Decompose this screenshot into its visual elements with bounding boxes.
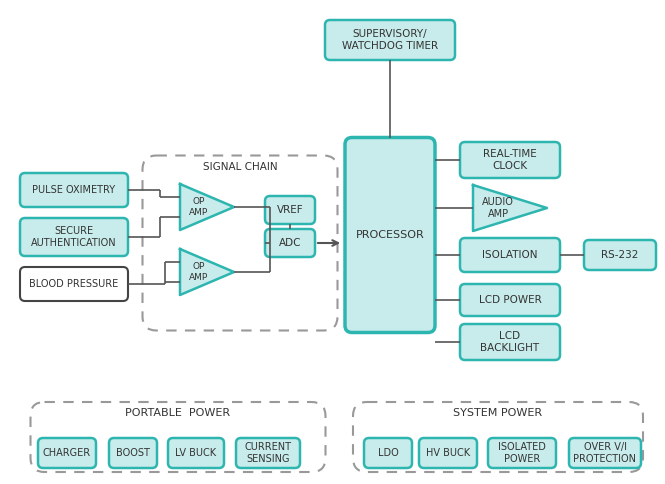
Text: CHARGER: CHARGER	[43, 448, 91, 458]
FancyBboxPatch shape	[265, 196, 315, 224]
Text: PULSE OXIMETRY: PULSE OXIMETRY	[33, 185, 116, 195]
Text: VREF: VREF	[277, 205, 303, 215]
Polygon shape	[473, 185, 547, 231]
Text: SECURE
AUTHENTICATION: SECURE AUTHENTICATION	[31, 226, 117, 248]
Text: LCD
BACKLIGHT: LCD BACKLIGHT	[480, 331, 539, 353]
Text: BLOOD PRESSURE: BLOOD PRESSURE	[29, 279, 118, 289]
Text: OVER V/I
PROTECTION: OVER V/I PROTECTION	[573, 442, 636, 464]
Text: OP
AMP: OP AMP	[190, 262, 209, 282]
FancyBboxPatch shape	[569, 438, 641, 468]
Text: REAL-TIME
CLOCK: REAL-TIME CLOCK	[483, 149, 537, 171]
Text: LDO: LDO	[378, 448, 398, 458]
FancyBboxPatch shape	[236, 438, 300, 468]
FancyBboxPatch shape	[460, 284, 560, 316]
FancyBboxPatch shape	[460, 142, 560, 178]
FancyBboxPatch shape	[345, 137, 435, 333]
FancyBboxPatch shape	[584, 240, 656, 270]
Text: ADC: ADC	[279, 238, 301, 248]
Text: LV BUCK: LV BUCK	[176, 448, 217, 458]
Text: PROCESSOR: PROCESSOR	[356, 230, 424, 240]
Text: SYSTEM POWER: SYSTEM POWER	[454, 408, 543, 418]
FancyBboxPatch shape	[38, 438, 96, 468]
Text: BOOST: BOOST	[116, 448, 150, 458]
FancyBboxPatch shape	[460, 238, 560, 272]
Polygon shape	[180, 184, 234, 230]
Text: CURRENT
SENSING: CURRENT SENSING	[245, 442, 291, 464]
FancyBboxPatch shape	[419, 438, 477, 468]
Text: ISOLATION: ISOLATION	[482, 250, 538, 260]
Text: PORTABLE  POWER: PORTABLE POWER	[126, 408, 231, 418]
FancyBboxPatch shape	[109, 438, 157, 468]
Text: AUDIO
AMP: AUDIO AMP	[482, 197, 514, 219]
Text: RS-232: RS-232	[601, 250, 638, 260]
Text: OP
AMP: OP AMP	[190, 197, 209, 217]
FancyBboxPatch shape	[325, 20, 455, 60]
FancyBboxPatch shape	[20, 218, 128, 256]
FancyBboxPatch shape	[364, 438, 412, 468]
FancyBboxPatch shape	[20, 173, 128, 207]
FancyBboxPatch shape	[265, 229, 315, 257]
FancyBboxPatch shape	[20, 267, 128, 301]
FancyBboxPatch shape	[460, 324, 560, 360]
Text: SIGNAL CHAIN: SIGNAL CHAIN	[203, 162, 277, 171]
Text: ISOLATED
POWER: ISOLATED POWER	[498, 442, 546, 464]
Text: SUPERVISORY/
WATCHDOG TIMER: SUPERVISORY/ WATCHDOG TIMER	[342, 29, 438, 51]
FancyBboxPatch shape	[168, 438, 224, 468]
Text: HV BUCK: HV BUCK	[426, 448, 470, 458]
FancyBboxPatch shape	[488, 438, 556, 468]
Polygon shape	[180, 249, 234, 295]
Text: LCD POWER: LCD POWER	[479, 295, 541, 305]
